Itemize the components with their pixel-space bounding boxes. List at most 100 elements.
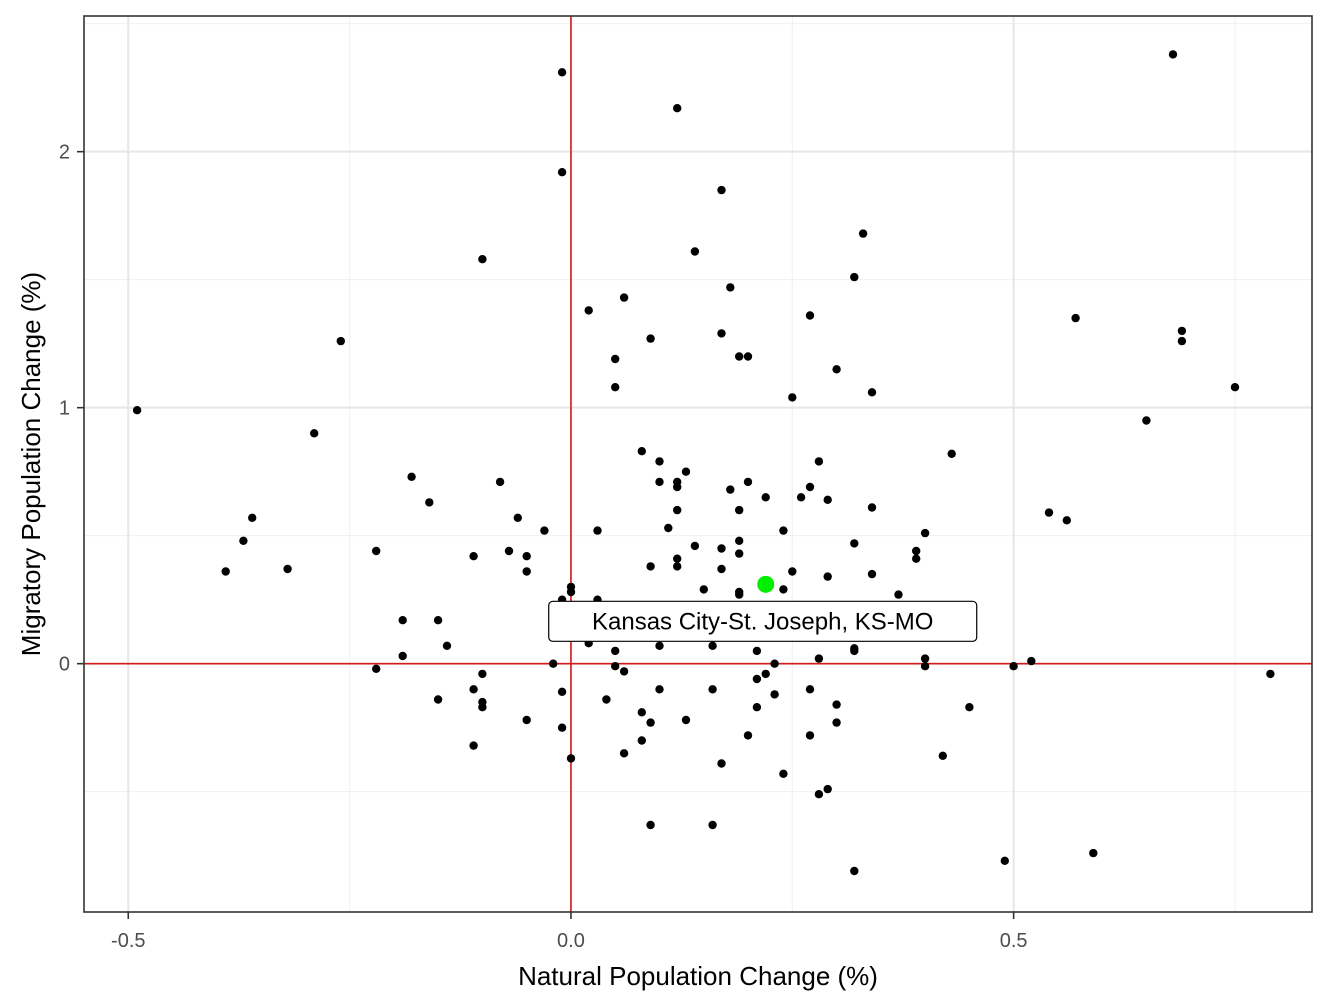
data-point [442, 641, 452, 650]
x-tick-label: 0.5 [1000, 930, 1028, 952]
data-point [283, 564, 292, 574]
data-point [788, 567, 797, 576]
data-point [805, 311, 815, 320]
data-point [920, 528, 930, 538]
data-point [912, 546, 921, 556]
data-point [469, 685, 478, 694]
data-point [681, 467, 691, 476]
data-point [965, 703, 974, 712]
data-point [894, 590, 903, 599]
data-point [920, 662, 930, 671]
data-point [513, 513, 522, 522]
data-point [1177, 326, 1187, 336]
data-point [938, 751, 947, 760]
data-point [221, 567, 230, 576]
data-point [735, 352, 744, 361]
data-point [708, 820, 717, 830]
data-point [566, 587, 576, 597]
data-point [823, 572, 832, 581]
minor-gridlines [84, 16, 1312, 912]
data-point [655, 457, 664, 466]
data-point [637, 447, 646, 456]
data-point [433, 695, 443, 704]
data-point [788, 393, 797, 402]
data-point [549, 659, 558, 668]
data-point [1000, 856, 1009, 865]
data-point [1009, 662, 1018, 671]
data-points [132, 50, 1275, 876]
data-point [248, 513, 257, 522]
data-point [478, 669, 487, 679]
data-point [637, 736, 646, 745]
data-point [602, 695, 611, 704]
data-point [398, 651, 407, 661]
data-point [566, 754, 576, 763]
data-point [850, 646, 859, 656]
data-point [478, 703, 487, 712]
data-point [735, 549, 744, 558]
highlight-point [757, 575, 775, 593]
data-point [611, 646, 620, 656]
data-point [310, 429, 319, 438]
data-point [372, 664, 381, 673]
data-point [1266, 669, 1275, 679]
data-point [469, 552, 478, 561]
data-point [1142, 416, 1151, 425]
data-point [673, 554, 682, 563]
data-point [743, 731, 753, 740]
data-point [867, 569, 877, 579]
reference-lines [84, 16, 1312, 912]
data-point [832, 365, 841, 374]
data-point [619, 293, 629, 302]
data-point [637, 708, 646, 717]
data-point [646, 820, 655, 830]
highlight-label: Kansas City-St. Joseph, KS-MO [592, 608, 933, 635]
x-tick-label: -0.5 [111, 930, 145, 952]
data-point [1177, 336, 1187, 346]
data-point [823, 495, 832, 504]
data-point [372, 546, 381, 556]
data-point [779, 769, 788, 778]
data-point [770, 690, 779, 699]
data-point [726, 283, 735, 292]
data-point [823, 784, 832, 794]
data-point [867, 503, 877, 512]
data-point [504, 546, 514, 556]
data-point [664, 523, 673, 533]
data-point [646, 562, 655, 571]
data-point [717, 564, 726, 574]
data-point [1230, 383, 1240, 392]
y-axis-title: Migratory Population Change (%) [16, 272, 46, 656]
data-point [646, 334, 655, 343]
data-point [1089, 848, 1098, 858]
data-point [407, 472, 416, 481]
data-point [611, 383, 620, 392]
data-point [735, 536, 744, 545]
data-point [611, 662, 620, 671]
data-point [495, 477, 505, 487]
data-point [735, 505, 744, 515]
x-tick-label: 0.0 [557, 930, 585, 952]
data-point [814, 790, 824, 799]
data-point [850, 866, 859, 876]
data-point [584, 306, 593, 315]
data-point [646, 718, 655, 727]
data-point [752, 674, 762, 684]
data-point [832, 718, 841, 727]
data-point [469, 741, 478, 750]
data-point [743, 352, 753, 361]
data-point [540, 526, 549, 535]
data-point [717, 185, 726, 195]
data-point [557, 168, 567, 177]
data-point [593, 526, 602, 535]
y-tick-label: 1 [59, 398, 70, 420]
data-point [735, 590, 744, 599]
data-point [708, 641, 717, 650]
data-point [761, 669, 770, 679]
data-point [239, 536, 248, 545]
data-point [805, 482, 815, 492]
data-point [796, 493, 806, 502]
data-point [673, 482, 682, 492]
